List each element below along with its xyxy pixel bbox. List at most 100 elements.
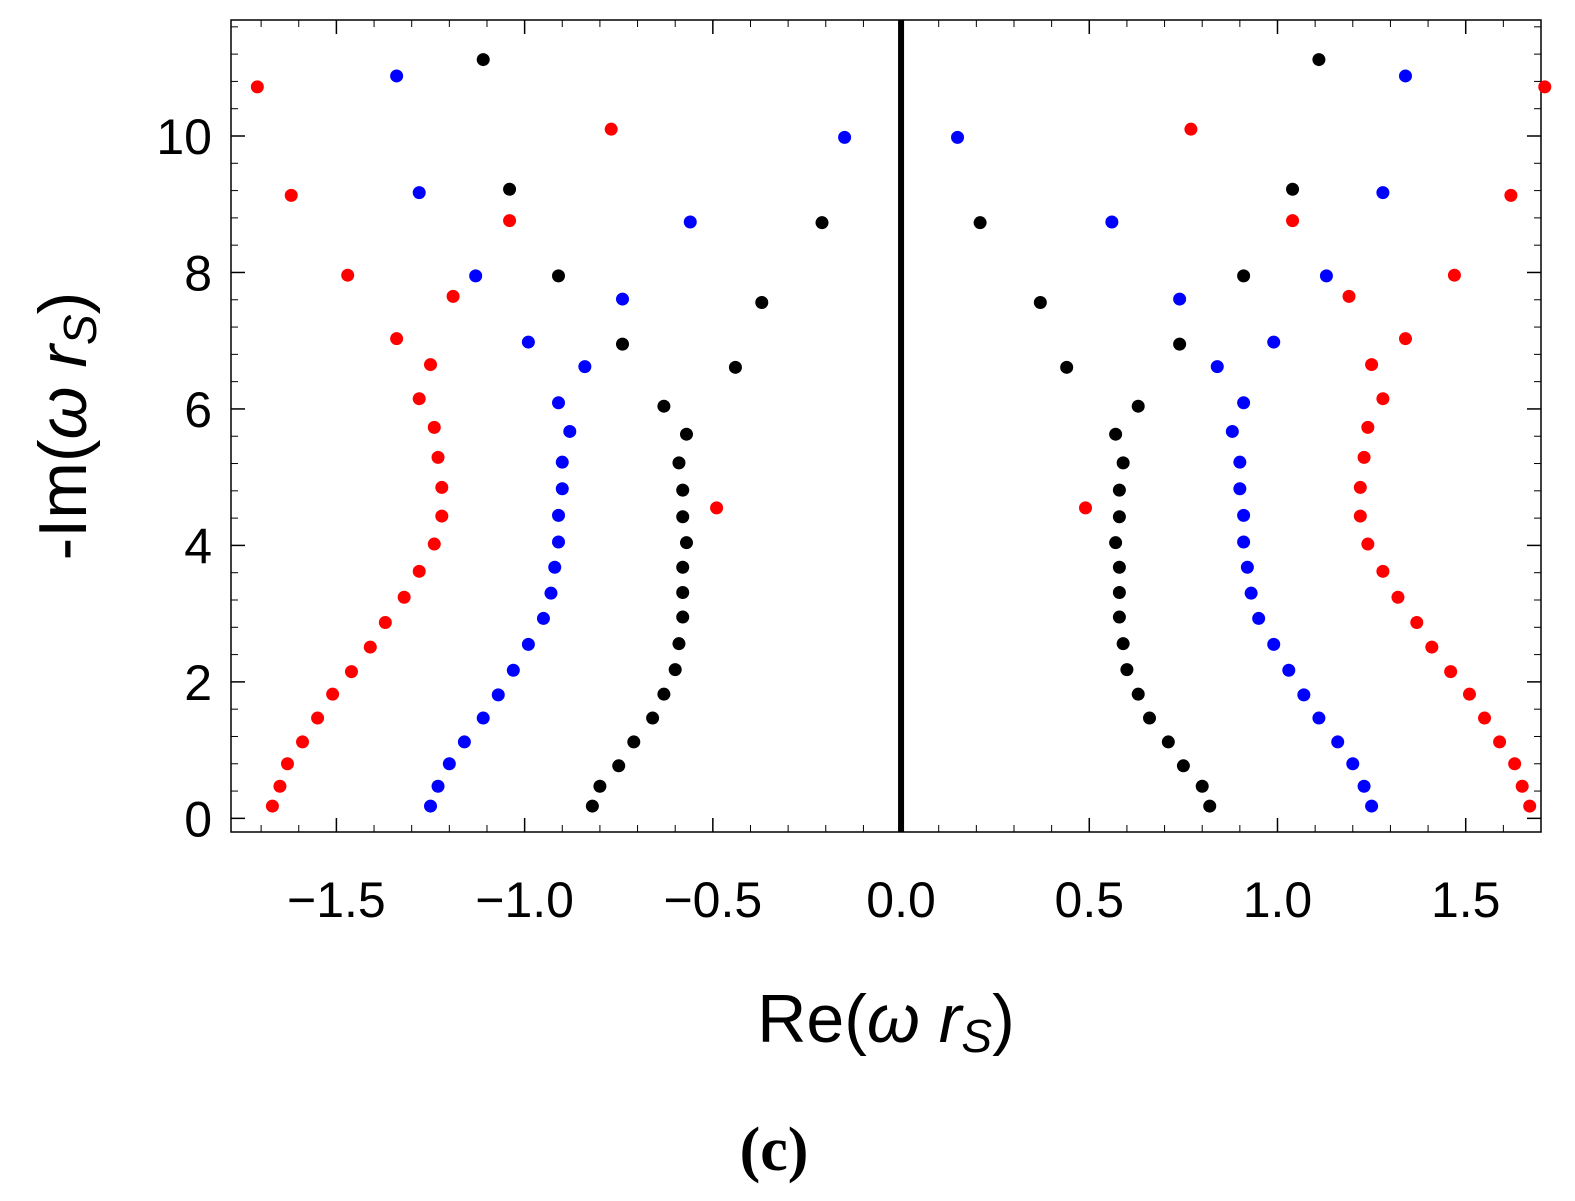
series-red [250,80,1552,813]
minor-ticks [231,20,1542,832]
data-point-blue [1173,292,1187,306]
data-point-black [1312,53,1326,67]
data-point-black [672,456,686,470]
y-tick-label: 2 [184,655,212,711]
data-point-blue [469,269,483,283]
data-point-red [427,537,441,551]
data-point-black [1195,779,1209,793]
data-point-red [341,268,355,282]
data-point-black [612,759,626,773]
data-point-red [1357,450,1371,464]
data-point-red [1462,687,1476,701]
data-point-black [676,610,690,624]
data-point-red [1444,665,1458,679]
data-point-blue [442,757,456,771]
data-point-red [1425,640,1439,654]
data-point-black [1143,711,1157,725]
data-point-blue [431,779,445,793]
data-point-black [728,360,742,374]
data-point-black [476,53,490,67]
series-black [476,53,1326,813]
data-point-black [1237,269,1251,283]
data-point-red [1376,392,1390,406]
data-point-black [676,483,690,497]
data-point-black [668,663,682,677]
data-point-black [552,269,565,283]
y-tick-label: 8 [184,245,212,301]
data-point-blue [424,799,438,813]
data-point-blue [1282,663,1296,677]
data-point-red [397,590,411,604]
data-point-black [1286,182,1300,196]
data-point-red [710,501,724,515]
data-point-black [615,337,629,351]
data-point-black [676,510,690,524]
data-point-blue [1312,711,1326,725]
data-point-blue [1365,799,1379,813]
data-point-blue [1297,688,1311,702]
data-point-blue [491,688,505,702]
data-point-red [1361,537,1375,551]
data-point-black [815,216,829,230]
data-point-blue [552,535,565,549]
data-point-black [1112,510,1126,524]
data-point-black [503,182,517,196]
data-point-red [435,509,449,523]
data-point-black [1173,337,1187,351]
x-tick-label: −0.5 [663,872,762,928]
data-point-blue [1240,560,1254,574]
data-point-red [1391,590,1405,604]
data-point-red [1286,214,1300,228]
data-point-blue [552,508,565,522]
x-tick-label: −1.0 [475,872,574,928]
data-point-blue [1357,779,1371,793]
y-axis-title: -Im(ω rS) [25,292,106,561]
x-tick-label: −1.5 [287,872,386,928]
data-point-black [679,427,693,441]
data-point-black [657,687,671,701]
data-point-red [1504,188,1518,202]
plot-frame [230,19,1542,833]
data-point-black [1112,483,1126,497]
x-axis-title: Re(ω rS) [757,981,1014,1062]
data-point-red [250,80,264,94]
data-point-red [265,799,279,813]
data-point-black [657,399,671,413]
data-point-red [390,332,404,346]
data-point-black [1131,399,1145,413]
data-point-blue [1210,360,1224,374]
data-point-red [1353,509,1367,523]
data-point-red [1398,332,1412,346]
data-point-blue [457,735,471,749]
data-point-black [1112,610,1126,624]
data-point-blue [1233,482,1247,496]
data-point-blue [555,482,569,496]
data-point-blue [521,637,535,651]
data-point-blue [1237,508,1251,522]
data-point-blue [555,455,569,469]
data-point-black [1176,759,1190,773]
data-point-black [672,637,686,651]
y-tick-label: 6 [184,382,212,438]
data-point-red [1523,799,1537,813]
y-tick-label: 0 [184,791,212,847]
data-point-black [585,799,599,813]
data-point-blue [1244,586,1258,600]
data-point-black [973,216,987,230]
data-point-red [280,757,294,771]
data-point-black [1109,427,1123,441]
data-point-blue [838,130,852,144]
data-point-blue [1233,455,1247,469]
data-point-black [1112,585,1126,599]
data-point-red [296,735,310,749]
data-point-black [1112,560,1126,574]
data-point-blue [548,560,562,574]
data-point-blue [578,360,592,374]
data-point-red [435,480,449,494]
data-point-red [446,289,460,303]
data-point-blue [563,424,577,438]
data-point-blue [1252,611,1266,625]
y-tick-labels: 0 2 4 6 8 10 [156,109,212,847]
data-point-black [679,536,693,550]
